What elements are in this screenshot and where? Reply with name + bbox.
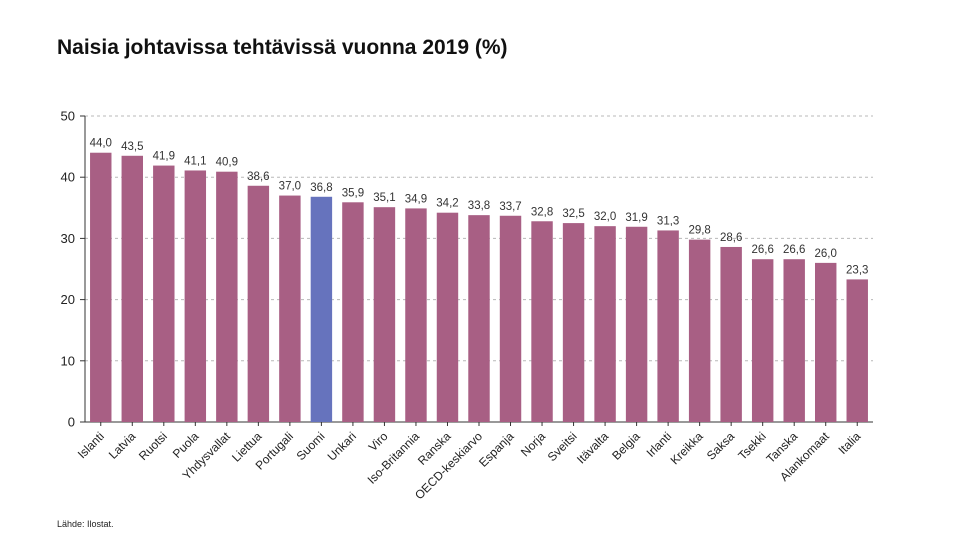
data-label: 26,6 [783, 244, 805, 256]
bar [216, 171, 238, 422]
data-label: 31,3 [657, 215, 679, 227]
category-label: Espanja [476, 429, 517, 470]
data-label: 36,8 [310, 182, 332, 194]
bar [499, 215, 522, 422]
chart-title: Naisia johtavissa tehtävissä vuonna 2019… [57, 36, 508, 59]
data-label: 44,0 [90, 138, 112, 150]
data-label: 40,9 [216, 157, 238, 169]
bar [562, 223, 585, 422]
bar [405, 208, 427, 422]
data-label: 33,7 [499, 201, 521, 213]
data-label: 23,3 [846, 264, 868, 276]
y-tick-label: 0 [68, 415, 75, 430]
bar [468, 215, 490, 422]
data-label: 26,6 [751, 244, 773, 256]
data-label: 28,6 [720, 232, 742, 244]
bar [594, 226, 616, 422]
data-label: 38,6 [247, 171, 269, 183]
category-label: Saksa [704, 429, 738, 463]
data-label: 32,8 [531, 206, 553, 218]
bar [247, 185, 270, 422]
data-label: 43,5 [121, 141, 143, 153]
data-label: 41,1 [184, 155, 206, 167]
bar [373, 207, 396, 422]
bar [657, 230, 679, 422]
category-label: Norja [518, 429, 548, 459]
data-label: 26,0 [815, 248, 837, 260]
category-label: Viro [366, 429, 391, 454]
bar [751, 259, 774, 422]
y-tick-label: 20 [61, 292, 75, 307]
bar [90, 152, 112, 422]
category-label: Islanti [75, 429, 107, 461]
data-label: 35,9 [342, 187, 364, 199]
category-label: Italia [836, 429, 864, 457]
data-label: 33,8 [468, 200, 490, 212]
data-label: 32,5 [562, 208, 584, 220]
bar [184, 170, 207, 422]
y-tick-label: 50 [61, 109, 75, 124]
category-label: Unkari [325, 429, 359, 463]
data-label: 29,8 [688, 225, 710, 237]
bar [279, 195, 301, 422]
data-label: 32,0 [594, 211, 616, 223]
bar [625, 226, 648, 422]
category-label: Latvia [106, 429, 139, 462]
data-label: 41,9 [153, 151, 175, 163]
bar [688, 239, 711, 422]
bar [342, 202, 364, 422]
category-label: Belgia [609, 429, 643, 463]
y-tick-label: 30 [61, 231, 75, 246]
bar [846, 279, 868, 422]
bar [310, 196, 333, 422]
bar [153, 165, 175, 422]
bar [720, 246, 742, 422]
bar [531, 221, 553, 422]
data-label: 34,9 [405, 193, 427, 205]
category-label: Itävalta [574, 429, 611, 466]
source-note: Lähde: Ilostat. [57, 519, 114, 529]
y-tick-label: 40 [61, 170, 75, 185]
category-label: Ruotsi [136, 429, 170, 463]
y-tick-label: 10 [61, 353, 75, 368]
category-label: Kreikka [668, 429, 706, 467]
category-label: Suomi [294, 429, 328, 463]
bar [436, 212, 459, 422]
data-label: 34,2 [436, 198, 458, 210]
data-label: 31,9 [625, 212, 647, 224]
bar [783, 259, 805, 422]
data-label: 37,0 [279, 181, 301, 193]
bar [815, 262, 837, 422]
bar [121, 155, 143, 422]
data-label: 35,1 [373, 192, 395, 204]
category-label: Sveitsi [545, 429, 580, 464]
